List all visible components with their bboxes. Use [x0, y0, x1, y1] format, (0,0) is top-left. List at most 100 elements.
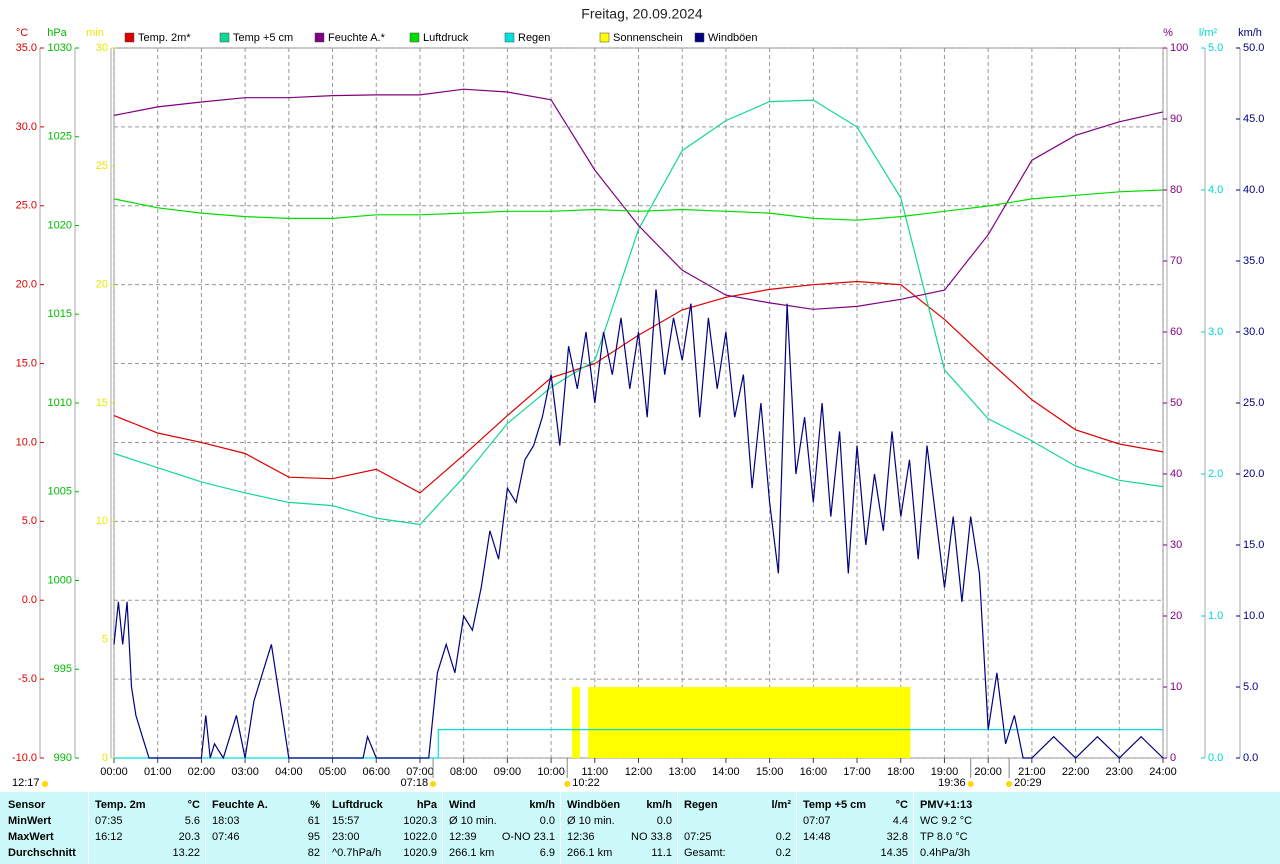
y-tick-label: 35.0	[1243, 255, 1264, 267]
stat-value: 0.2	[775, 831, 791, 843]
y-tick-label: 20	[96, 279, 108, 291]
annotation-label: 10:22	[572, 777, 600, 789]
x-tick-label: 11:00	[581, 766, 608, 778]
column-separator	[205, 792, 206, 864]
y-tick-label: 1000	[48, 574, 72, 586]
y-tick-label: 1030	[48, 42, 72, 54]
header-unit: l/m²	[771, 799, 791, 811]
stat-cell: 16:12	[95, 831, 123, 843]
y-tick-label: 2.0	[1208, 468, 1223, 480]
stat-cell: 15:57	[332, 815, 360, 827]
series-line	[113, 88, 1164, 310]
x-tick-label: 20:00	[974, 766, 1002, 778]
axis-unit: km/h	[1238, 27, 1262, 39]
annotation-label: 20:29	[1014, 777, 1042, 789]
legend-label: Regen	[518, 32, 550, 44]
annotation-icon	[430, 781, 437, 787]
legend-label: Temp. 2m*	[138, 32, 191, 44]
stat-value: 1020.9	[403, 847, 437, 859]
stat-cell: Gesamt:	[684, 847, 726, 859]
column-separator	[796, 792, 797, 864]
y-tick-label: 90	[1170, 113, 1182, 125]
column-separator	[677, 792, 678, 864]
x-tick-label: 21:00	[1018, 766, 1046, 778]
y-tick-label: 45.0	[1243, 113, 1264, 125]
stat-cell: 23:00	[332, 831, 360, 843]
y-tick-label: 80	[1170, 184, 1182, 196]
x-tick-label: 24:00	[1149, 766, 1177, 778]
stat-value: 32.8	[886, 831, 908, 843]
stat-value: 0.0	[539, 815, 555, 827]
sunshine-bar	[572, 687, 580, 758]
stat-cell: 12:39	[449, 831, 477, 843]
x-tick-label: 12:00	[625, 766, 653, 778]
chart-title: Freitag, 20.09.2024	[581, 6, 703, 22]
y-tick-label: 70	[1170, 255, 1182, 267]
x-tick-label: 18:00	[887, 766, 915, 778]
series-line	[113, 189, 1164, 221]
stat-value: O-NO 23.1	[501, 831, 555, 843]
stat-cell: 14:48	[803, 831, 831, 843]
y-tick-label: 10.0	[16, 436, 37, 448]
y-tick-label: 3.0	[1208, 326, 1223, 338]
y-tick-label: 30.0	[16, 121, 37, 133]
stat-cell: 12:36	[567, 831, 595, 843]
stat-value: NO 33.8	[631, 831, 672, 843]
header-cell: PMV+1:13	[920, 799, 973, 811]
stat-cell: WC 9.2 °C	[920, 815, 973, 827]
stat-value: 82	[307, 847, 320, 859]
row-label: MinWert	[8, 815, 52, 827]
y-tick-label: 40	[1170, 468, 1182, 480]
y-tick-label: 1025	[48, 131, 72, 143]
x-tick-label: 17:00	[843, 766, 871, 778]
column-separator	[442, 792, 443, 864]
header-unit: hPa	[416, 799, 437, 811]
y-tick-label: 0	[1170, 752, 1176, 764]
chart: Freitag, 20.09.2024 00:00 01:00 02:00 03:00…	[12, 6, 1265, 789]
x-tick-label: 05:00	[319, 766, 347, 778]
y-tick-label: 15.0	[16, 357, 37, 369]
column-separator	[325, 792, 326, 864]
stat-cell: Ø 10 min.	[567, 815, 615, 827]
x-tick-label: 02:00	[188, 766, 216, 778]
axis-unit: °C	[16, 27, 28, 39]
y-tick-label: 30.0	[1243, 326, 1264, 338]
stat-cell: 18:03	[212, 815, 240, 827]
legend-label: Windböen	[708, 32, 758, 44]
series-line	[113, 99, 1164, 526]
x-tick-label: 16:00	[800, 766, 828, 778]
stat-value: 5.6	[184, 815, 200, 827]
x-tick-label: 23:00	[1106, 766, 1134, 778]
x-tick-label: 14:00	[712, 766, 740, 778]
y-tick-label: 1015	[48, 308, 72, 320]
header-unit: km/h	[529, 799, 555, 811]
x-tick-label: 00:00	[100, 766, 128, 778]
y-tick-label: 20	[1170, 610, 1182, 622]
x-tick-label: 07:00	[406, 766, 434, 778]
header-unit: %	[310, 799, 320, 811]
sunshine-bar	[588, 687, 911, 758]
stat-value: 1020.3	[403, 815, 437, 827]
y-tick-label: 1020	[48, 219, 72, 231]
annotation-icon	[564, 781, 571, 787]
column-separator	[560, 792, 561, 864]
y-tick-label: 20.0	[16, 279, 37, 291]
header-cell: Temp. 2m	[95, 799, 146, 811]
stat-cell: 266.1 km	[449, 847, 495, 859]
header-cell: Regen	[684, 799, 718, 811]
y-tick-label: 0.0	[22, 594, 37, 606]
annotation-label: 07:18	[401, 777, 429, 789]
x-tick-label: 06:00	[362, 766, 390, 778]
stat-value: 0.0	[656, 815, 672, 827]
stat-value: 6.9	[539, 847, 555, 859]
y-tick-label: -10.0	[12, 752, 37, 764]
header-unit: km/h	[646, 799, 672, 811]
y-tick-label: 5.0	[22, 515, 37, 527]
y-tick-label: -5.0	[18, 673, 37, 685]
stat-cell: 07:35	[95, 815, 123, 827]
y-tick-label: 50.0	[1243, 42, 1264, 54]
header-cell: Temp +5 cm	[803, 799, 867, 811]
stat-value: 13.22	[172, 847, 200, 859]
y-tick-label: 4.0	[1208, 184, 1223, 196]
